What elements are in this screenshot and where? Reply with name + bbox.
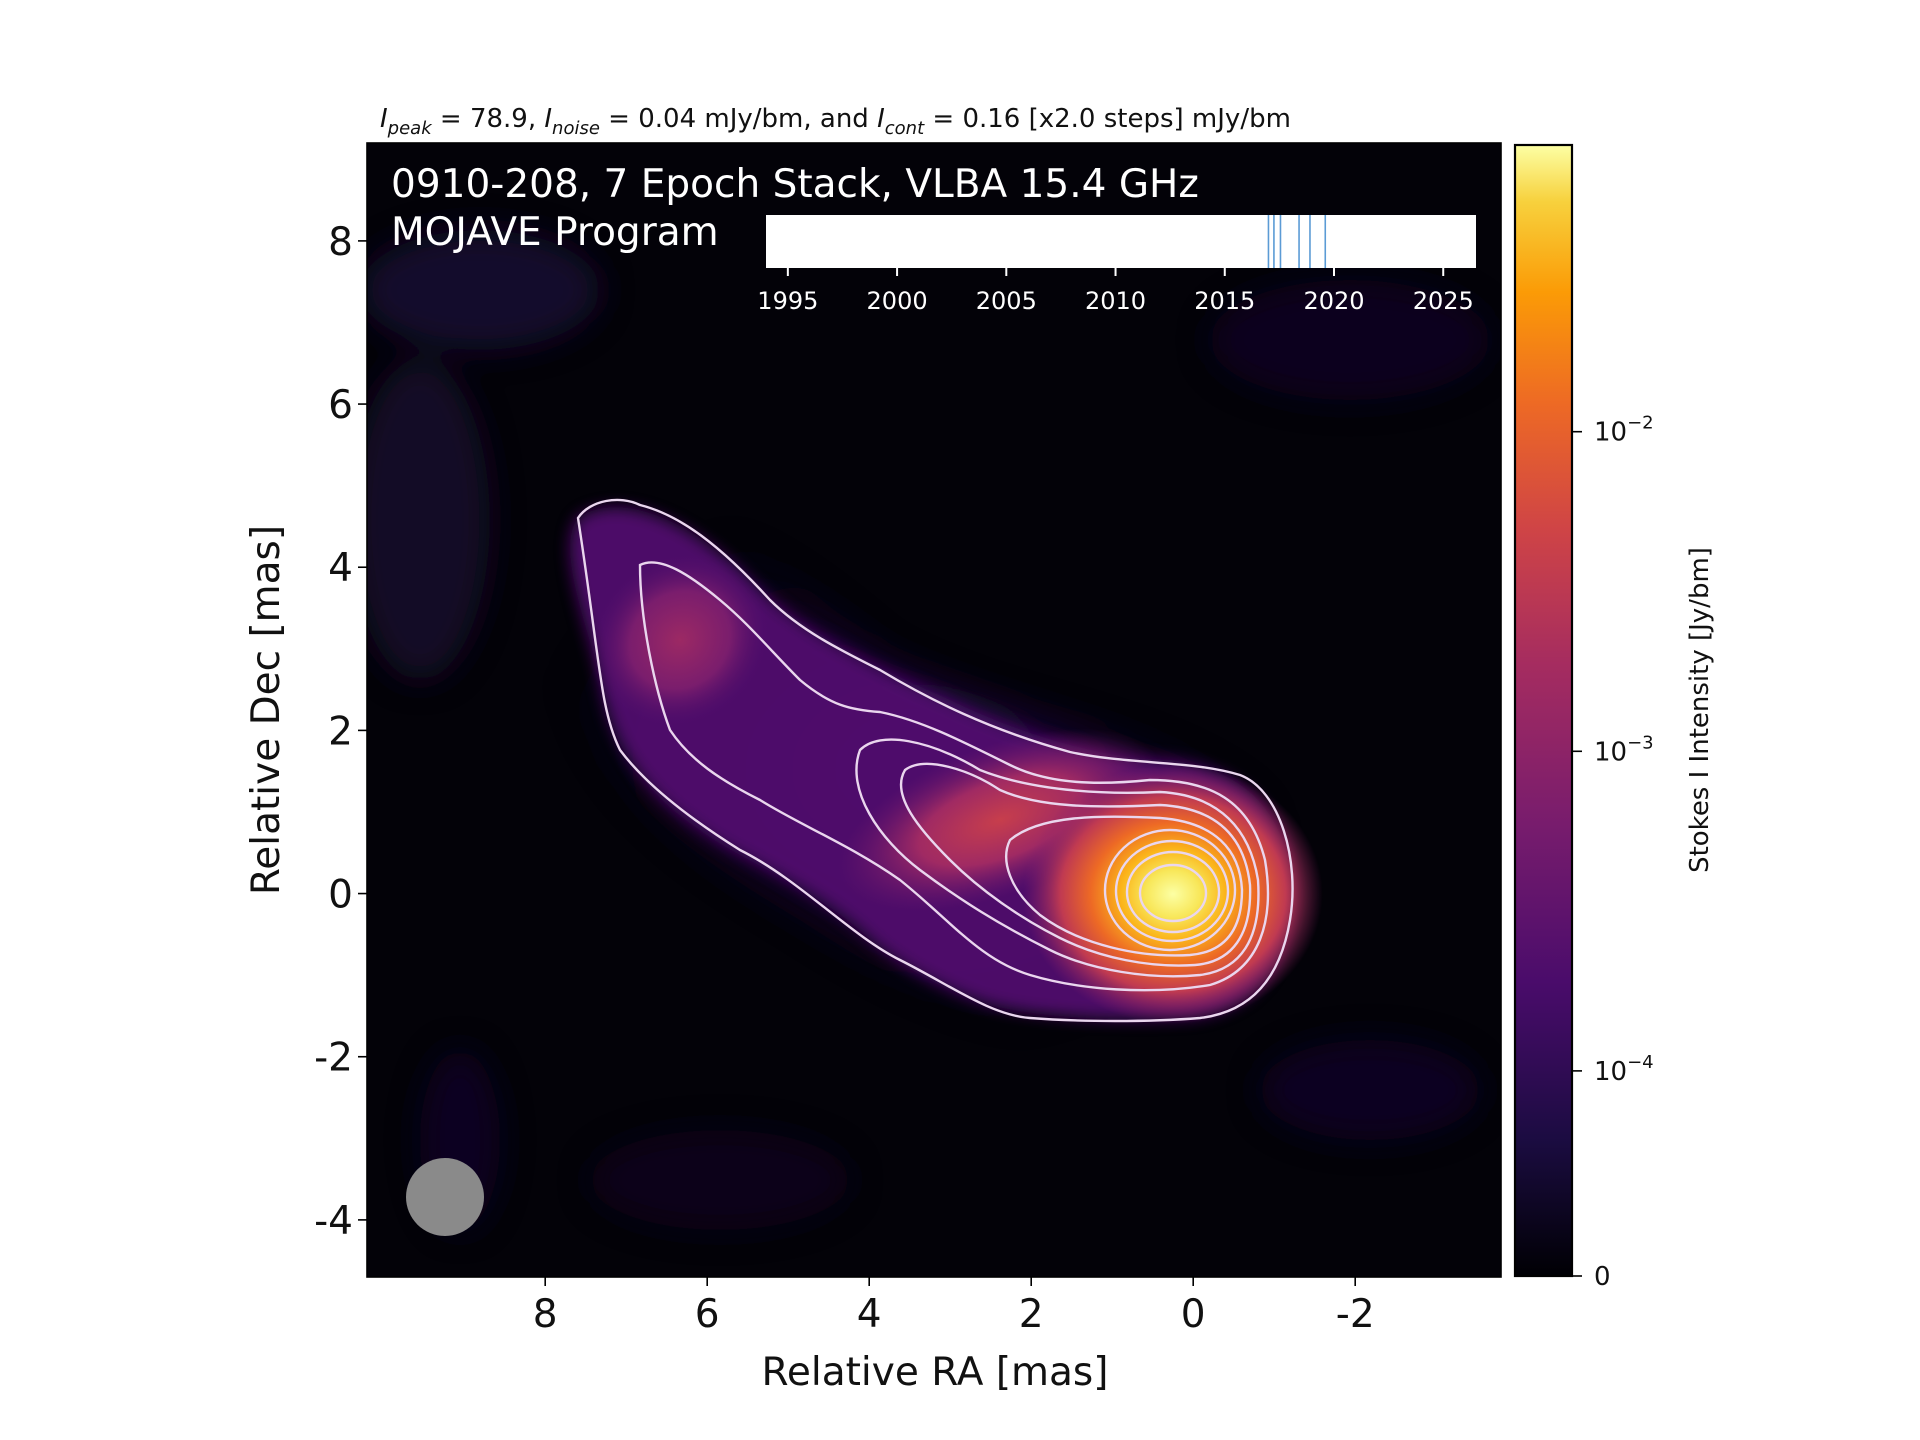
y-tick-label: 8	[328, 220, 353, 265]
colorbar-gradient	[1515, 145, 1572, 1276]
x-tick-label: 4	[857, 1292, 882, 1337]
colorbar-label: Stokes I Intensity [Jy/bm]	[1685, 547, 1715, 873]
y-tick-label: 2	[328, 709, 353, 754]
x-axis-label: Relative RA [mas]	[762, 1350, 1109, 1395]
colorbar-tick-label: 10−3	[1594, 732, 1654, 767]
overlay-title-line1: 0910-208, 7 Epoch Stack, VLBA 15.4 GHz	[391, 162, 1199, 207]
timeline-tick-label: 2005	[976, 287, 1037, 315]
timeline-tick-label: 2025	[1413, 287, 1474, 315]
colorbar-tick-label: 10−2	[1594, 413, 1654, 448]
timeline-tick-label: 2020	[1303, 287, 1364, 315]
x-tick-label: 8	[533, 1292, 558, 1337]
x-axis: 8 6 4 2 0 -2	[533, 1277, 1375, 1337]
y-tick-label: -2	[314, 1036, 353, 1081]
x-tick-label: 0	[1181, 1292, 1206, 1337]
x-tick-label: -2	[1336, 1292, 1375, 1337]
y-axis: 8 6 4 2 0 -2 -4	[314, 220, 367, 1244]
epoch-timeline-box	[766, 215, 1476, 268]
y-tick-label: -4	[314, 1199, 353, 1244]
beam-ellipse	[406, 1158, 484, 1236]
header-text: Ipeak = 78.9, Inoise = 0.04 mJy/bm, and …	[380, 104, 1291, 139]
timeline-tick-label: 2000	[867, 287, 928, 315]
colorbar-tick-label: 10−4	[1594, 1052, 1654, 1087]
x-tick-label: 6	[695, 1292, 720, 1337]
y-axis-label: Relative Dec [mas]	[244, 525, 289, 895]
timeline-tick-label: 2015	[1194, 287, 1255, 315]
timeline-tick-label: 1995	[757, 287, 818, 315]
timeline-tick-label: 2010	[1085, 287, 1146, 315]
overlay-title-line2: MOJAVE Program	[391, 210, 719, 255]
colorbar: 0 10−4 10−3 10−2	[1515, 145, 1654, 1292]
x-tick-label: 2	[1019, 1292, 1044, 1337]
y-tick-label: 0	[328, 873, 353, 918]
y-tick-label: 4	[328, 546, 353, 591]
colorbar-tick-label: 0	[1594, 1262, 1611, 1292]
y-tick-label: 6	[328, 383, 353, 428]
